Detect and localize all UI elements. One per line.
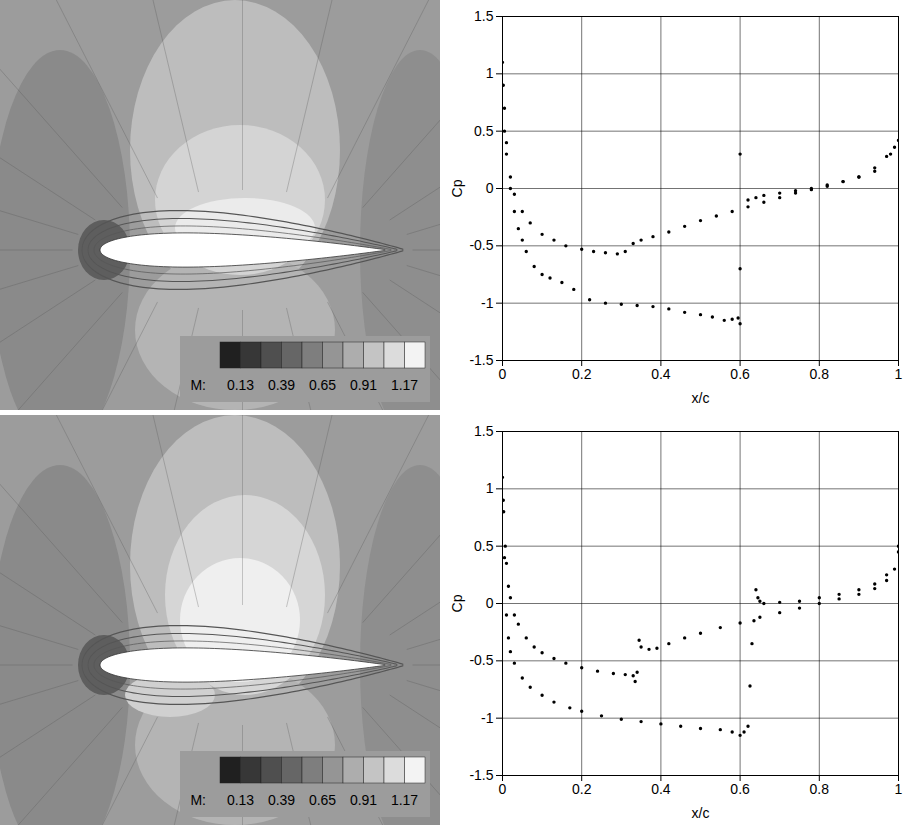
svg-text:1.5: 1.5 [474, 423, 494, 439]
svg-text:0.5: 0.5 [474, 123, 494, 139]
svg-text:-0.5: -0.5 [469, 237, 493, 253]
svg-text:-1.5: -1.5 [469, 352, 493, 368]
svg-text:0.8: 0.8 [810, 781, 830, 797]
svg-text:0: 0 [499, 781, 507, 797]
svg-text:0: 0 [486, 180, 494, 196]
svg-text:0.65: 0.65 [309, 377, 336, 393]
svg-text:0.39: 0.39 [268, 377, 295, 393]
svg-text:0.13: 0.13 [227, 792, 254, 808]
svg-text:1.17: 1.17 [391, 377, 418, 393]
svg-text:1: 1 [486, 65, 494, 81]
svg-text:x/c: x/c [692, 805, 710, 821]
svg-text:0.6: 0.6 [730, 781, 750, 797]
svg-text:x/c: x/c [692, 390, 710, 406]
svg-text:M:: M: [190, 792, 206, 808]
svg-text:0.2: 0.2 [572, 366, 592, 382]
svg-text:0.6: 0.6 [730, 366, 750, 382]
svg-text:Cp: Cp [449, 594, 465, 612]
svg-text:Cp: Cp [449, 179, 465, 197]
svg-text:1: 1 [895, 781, 903, 797]
svg-text:-1: -1 [481, 295, 494, 311]
svg-text:0.5: 0.5 [474, 538, 494, 554]
svg-text:1.17: 1.17 [391, 792, 418, 808]
svg-text:0.65: 0.65 [309, 792, 336, 808]
svg-text:0.39: 0.39 [268, 792, 295, 808]
svg-text:0.91: 0.91 [350, 792, 377, 808]
svg-text:-1: -1 [481, 710, 494, 726]
svg-text:0.13: 0.13 [227, 377, 254, 393]
svg-text:0: 0 [486, 595, 494, 611]
svg-text:1: 1 [895, 366, 903, 382]
svg-text:-1.5: -1.5 [469, 767, 493, 783]
svg-text:-0.5: -0.5 [469, 652, 493, 668]
svg-text:0.2: 0.2 [572, 781, 592, 797]
svg-text:0.91: 0.91 [350, 377, 377, 393]
svg-text:1.5: 1.5 [474, 8, 494, 24]
svg-text:1: 1 [486, 480, 494, 496]
svg-text:0.8: 0.8 [810, 366, 830, 382]
svg-text:0.4: 0.4 [651, 366, 671, 382]
svg-text:0.4: 0.4 [651, 781, 671, 797]
svg-text:M:: M: [190, 377, 206, 393]
svg-text:0: 0 [499, 366, 507, 382]
